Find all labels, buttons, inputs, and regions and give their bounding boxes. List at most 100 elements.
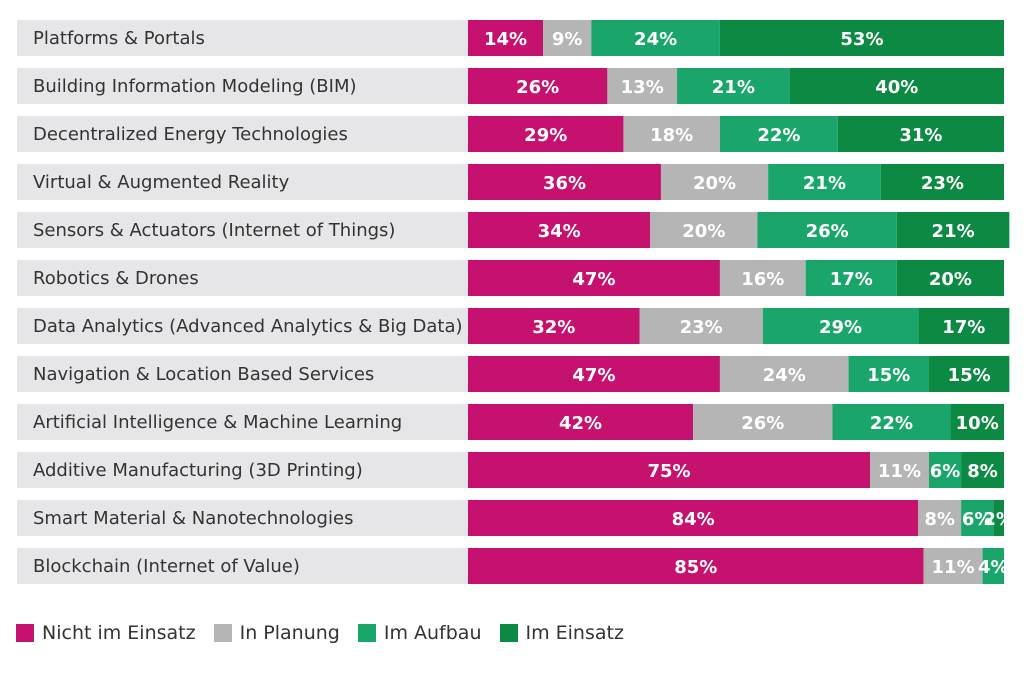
data-label: 29% <box>819 317 862 338</box>
data-label: 21% <box>932 221 975 242</box>
bar-segment <box>805 260 897 296</box>
category-label: Data Analytics (Advanced Analytics & Big… <box>33 316 463 337</box>
data-label: 16% <box>741 269 784 290</box>
data-label: 20% <box>693 173 736 194</box>
row-background <box>17 452 468 488</box>
bar-row: Decentralized Energy Technologies 29% 18% 2… <box>17 116 1004 152</box>
legend-item: Nicht im Einsatz <box>16 622 196 644</box>
legend: Nicht im Einsatz In Planung Im Aufbau Im Ei… <box>16 622 624 644</box>
legend-item: Im Einsatz <box>499 622 624 644</box>
data-label: 40% <box>875 77 918 98</box>
bar-segment <box>677 68 790 104</box>
data-label: 15% <box>948 365 991 386</box>
row-background <box>17 164 468 200</box>
category-label: Decentralized Energy Technologies <box>33 124 348 145</box>
legend-item: Im Aufbau <box>357 622 482 644</box>
bar-row: Data Analytics (Advanced Analytics & Big… <box>17 308 1010 344</box>
bar-segment <box>870 452 929 488</box>
category-label: Virtual & Augmented Reality <box>33 172 290 193</box>
category-label: Platforms & Portals <box>33 28 205 49</box>
category-label: Robotics & Drones <box>33 268 199 289</box>
data-label: 18% <box>650 125 693 146</box>
bar-segment <box>623 116 720 152</box>
data-label: 17% <box>942 317 985 338</box>
bar-row: Artificial Intelligence & Machine Learni… <box>17 404 1004 440</box>
bar-row: Virtual & Augmented Reality 36% 20% 21% 23% <box>17 164 1004 200</box>
data-label: 84% <box>672 509 715 530</box>
data-label: 6% <box>930 461 961 482</box>
data-label: 23% <box>680 317 723 338</box>
legend-swatch <box>499 624 518 642</box>
data-label: 14% <box>484 29 527 50</box>
bar-segment <box>468 212 651 248</box>
data-label: 29% <box>524 125 567 146</box>
bar-segment <box>848 356 929 392</box>
data-label: 8% <box>924 509 955 530</box>
data-label: 36% <box>543 173 586 194</box>
data-label: 23% <box>921 173 964 194</box>
data-label: 24% <box>763 365 806 386</box>
bar-row: Navigation & Location Based Services 47% 2… <box>17 356 1010 392</box>
data-label: 24% <box>634 29 677 50</box>
row-background <box>17 308 468 344</box>
data-label: 26% <box>741 413 784 434</box>
bar-segment <box>762 308 919 344</box>
bar-segment <box>719 260 806 296</box>
bar-segment <box>928 452 962 488</box>
data-label: 53% <box>840 29 883 50</box>
bar-segment <box>789 68 1004 104</box>
data-label: 9% <box>552 29 583 50</box>
bar-row: Robotics & Drones 47% 16% 17% 20% <box>17 260 1004 296</box>
row-background <box>17 68 468 104</box>
bar-segment <box>468 116 624 152</box>
legend-label: Im Aufbau <box>383 622 482 644</box>
data-label: 21% <box>712 77 755 98</box>
bar-segment <box>993 500 1004 536</box>
data-label: 21% <box>803 173 846 194</box>
bar-segment <box>757 212 897 248</box>
bar-segment <box>660 164 769 200</box>
bar-segment <box>961 452 1004 488</box>
category-label: Artificial Intelligence & Machine Learni… <box>33 412 402 433</box>
bar-segment <box>837 116 1004 152</box>
data-label: 4% <box>978 557 1009 578</box>
data-label: 11% <box>878 461 921 482</box>
row-background <box>17 260 468 296</box>
bar-segment <box>896 260 1004 296</box>
bar-segment <box>719 20 1004 56</box>
bar-segment <box>693 404 833 440</box>
data-label: 85% <box>674 557 717 578</box>
bar-segment <box>468 308 640 344</box>
bar-segment <box>591 20 720 56</box>
bar-row: Smart Material & Nanotechnologies 84% 8% 6%… <box>17 500 1014 536</box>
legend-swatch <box>357 624 376 642</box>
bar-segment <box>928 356 1010 392</box>
bar-segment <box>880 164 1004 200</box>
bar-segment <box>468 548 924 584</box>
bar-segment <box>961 500 994 536</box>
data-label: 47% <box>572 269 615 290</box>
bar-segment <box>719 356 849 392</box>
bar-row: Blockchain (Internet of Value) 85% 11% 4% <box>17 548 1009 584</box>
bar-segment <box>639 308 763 344</box>
category-label: Navigation & Location Based Services <box>33 364 374 385</box>
category-label: Smart Material & Nanotechnologies <box>33 508 353 529</box>
data-label: 13% <box>621 77 664 98</box>
bar-segment <box>982 548 1004 584</box>
data-label: 32% <box>532 317 575 338</box>
legend-item: In Planung <box>213 622 340 644</box>
data-label: 26% <box>806 221 849 242</box>
data-label: 20% <box>682 221 725 242</box>
bar-segment <box>468 260 720 296</box>
bar-segment <box>468 452 870 488</box>
row-background <box>17 500 468 536</box>
legend-label: In Planung <box>239 622 340 644</box>
data-label: 26% <box>516 77 559 98</box>
bar-segment <box>918 500 962 536</box>
bar-row: Building Information Modeling (BIM) 26% 13… <box>17 68 1004 104</box>
bar-segment <box>468 356 720 392</box>
bar-segment <box>768 164 881 200</box>
data-label: 2% <box>983 509 1014 530</box>
bar-segment <box>468 68 608 104</box>
legend-swatch <box>16 624 34 642</box>
